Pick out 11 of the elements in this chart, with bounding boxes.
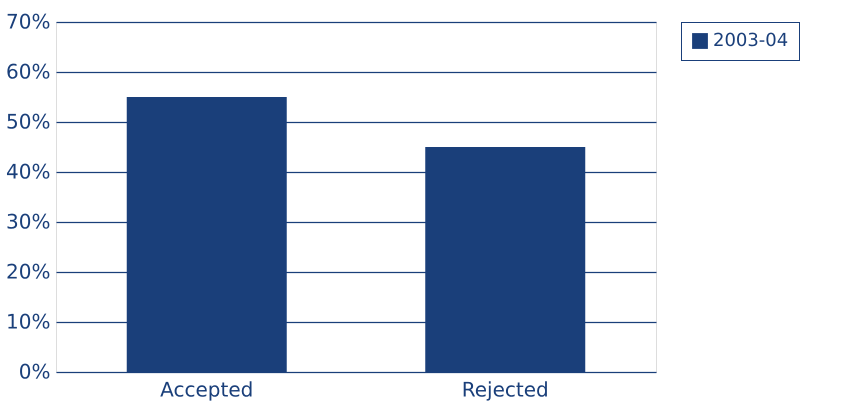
y-tick-label: 50% <box>6 110 50 134</box>
y-tick-label: 0% <box>18 360 50 384</box>
y-tick-label: 60% <box>6 60 50 84</box>
y-tick-label: 30% <box>6 210 50 234</box>
y-tick-label: 20% <box>6 260 50 284</box>
x-tick-label: Accepted <box>160 378 254 402</box>
y-tick-label: 40% <box>6 160 50 184</box>
y-tick-label: 10% <box>6 310 50 334</box>
x-tick-label: Rejected <box>462 378 549 402</box>
legend-label: 2003-04 <box>713 30 788 51</box>
y-tick-label: 70% <box>6 10 50 34</box>
